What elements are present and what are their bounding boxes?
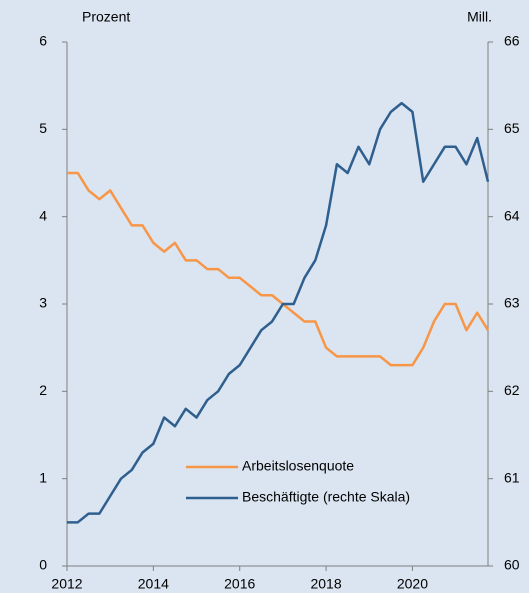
- line-series: [67, 171, 490, 367]
- y2-tick-label: 63: [504, 295, 520, 311]
- y2-tick-label: 61: [504, 469, 520, 485]
- x-tick-label: 2014: [138, 576, 169, 592]
- y2-tick-label: 64: [504, 207, 520, 223]
- legend-label: Arbeitslosenquote: [242, 458, 354, 474]
- line-series: [67, 101, 490, 524]
- y-tick-label: 3: [39, 295, 47, 311]
- x-tick-label: 2020: [397, 576, 428, 592]
- legend-label: Beschäftigte (rechte Skala): [242, 489, 410, 505]
- y2-tick-label: 65: [504, 120, 520, 136]
- y2-tick-label: 60: [504, 557, 520, 573]
- y-tick-label: 5: [39, 120, 47, 136]
- x-tick-label: 2016: [224, 576, 255, 592]
- y2-tick-label: 66: [504, 33, 520, 49]
- y-tick-label: 6: [39, 33, 47, 49]
- x-tick-label: 2018: [310, 576, 341, 592]
- x-tick-label: 2012: [51, 576, 82, 592]
- y2-tick-label: 62: [504, 382, 520, 398]
- y2-axis-label: Mill.: [467, 9, 492, 25]
- y-axis-label: Prozent: [82, 9, 130, 25]
- y-tick-label: 4: [39, 207, 47, 223]
- y-tick-label: 1: [39, 469, 47, 485]
- y-tick-label: 0: [39, 557, 47, 573]
- y-tick-label: 2: [39, 382, 47, 398]
